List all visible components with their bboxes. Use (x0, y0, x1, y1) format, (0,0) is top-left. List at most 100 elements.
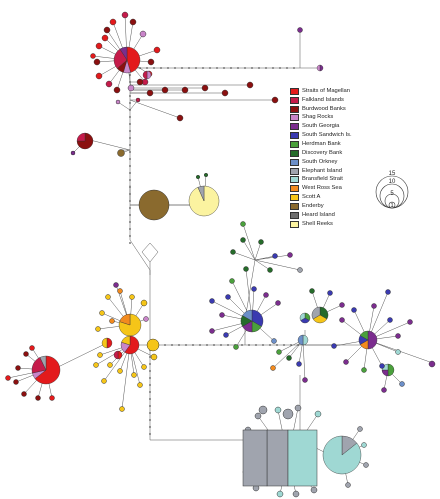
haplotype-node (129, 294, 135, 300)
legend-swatch (290, 194, 299, 202)
haplotype-node (105, 80, 113, 88)
network-edge (129, 239, 141, 256)
pie-slice (311, 306, 321, 320)
haplotype-node (201, 84, 209, 92)
network-edge (139, 254, 151, 271)
haplotype-node (251, 286, 257, 292)
haplotype-node (343, 359, 349, 365)
legend-swatch (290, 185, 299, 193)
pie-slice (387, 363, 395, 377)
network-edge (232, 251, 256, 261)
legend-label: Enderby (302, 202, 324, 209)
legend-label: Elephant Island (302, 167, 342, 174)
haplotype-pie (381, 363, 395, 377)
mutation-step (129, 137, 131, 139)
haplotype-node (361, 367, 367, 373)
haplotype-node (297, 27, 303, 33)
haplotype-node (119, 406, 125, 412)
mutation-step (129, 228, 131, 230)
mutation-step (149, 419, 151, 421)
haplotype-node (138, 189, 170, 221)
haplotype-node (327, 290, 333, 296)
mutation-step (171, 344, 173, 346)
mutation-step (129, 95, 131, 97)
pie-slice (101, 337, 108, 349)
haplotype-node (141, 364, 147, 370)
haplotype-node (90, 53, 96, 59)
mutation-step (199, 344, 201, 346)
mutation-step (265, 67, 267, 69)
haplotype-node (21, 391, 27, 397)
haplotype-node (381, 387, 387, 393)
mutation-step (149, 412, 151, 414)
mutation-step (220, 344, 222, 346)
scale-label-1: 1 (390, 203, 394, 209)
haplotype-node (203, 172, 209, 178)
haplotype-node (147, 58, 155, 66)
mutation-step (149, 391, 151, 393)
legend-item: Bransfield Strait (290, 175, 380, 184)
pie-slice (302, 334, 309, 346)
legend-label: South Sandwich Is. (302, 132, 352, 139)
legend-label: Straits of Magellan (302, 87, 351, 94)
haplotype-node (230, 249, 236, 255)
legend-swatch (290, 114, 299, 122)
haplotype-pie (240, 309, 264, 333)
haplotype-pie (142, 70, 152, 80)
pie-slice (316, 64, 321, 72)
mutation-step (129, 74, 131, 76)
network-edge (129, 99, 181, 119)
legend-swatch (290, 132, 299, 140)
mutation-step (149, 433, 151, 435)
mutation-step (129, 200, 131, 202)
legend: Straits of Magellan Falkland Islands Burdw… (290, 87, 380, 229)
legend-swatch (290, 105, 299, 113)
network-edge (117, 101, 131, 111)
mutation-step (206, 344, 208, 346)
mutation-step (129, 165, 131, 167)
haplotype-node (258, 405, 268, 415)
haplotype-node (97, 352, 103, 358)
mutation-step (146, 67, 148, 69)
haplotype-node (263, 292, 269, 298)
legend-swatch (290, 167, 299, 175)
mutation-step (195, 67, 197, 69)
mutation-step (160, 67, 162, 69)
haplotype-node (176, 114, 184, 122)
legend-item: Falkland Islands (290, 96, 380, 105)
mutation-step (237, 67, 239, 69)
network-edge (242, 239, 256, 261)
mutation-step (149, 398, 151, 400)
network-edge (254, 254, 291, 261)
mutation-step (149, 363, 151, 365)
legend-item: Shell Reeks (290, 220, 380, 229)
haplotype-node (103, 26, 111, 34)
pie-slice (142, 70, 148, 80)
mutation-step (149, 405, 151, 407)
haplotype-pie (188, 185, 220, 217)
haplotype-node (93, 362, 99, 368)
haplotype-node (221, 89, 229, 97)
legend-swatch (290, 176, 299, 184)
haplotype-pie (322, 435, 362, 475)
legend-item: Shag Rocks (290, 114, 380, 123)
haplotype-node (399, 381, 405, 387)
mutation-step (241, 344, 243, 346)
haplotype-node (363, 462, 369, 468)
legend-label: South Georgia (302, 123, 340, 130)
haplotype-node (271, 338, 277, 344)
legend-label: Shag Rocks (302, 114, 334, 121)
haplotype-node (49, 395, 55, 401)
haplotype-node (35, 395, 41, 401)
haplotype-node (101, 378, 107, 384)
network-edge (254, 259, 271, 271)
legend-swatch (290, 202, 299, 210)
haplotype-pie (297, 334, 309, 346)
haplotype-node (195, 174, 201, 180)
mutation-step (290, 344, 292, 346)
mutation-step (129, 116, 131, 118)
haplotype-node (23, 351, 29, 357)
mutation-step (272, 67, 274, 69)
mutation-step (209, 67, 211, 69)
pie-slice (76, 132, 94, 150)
